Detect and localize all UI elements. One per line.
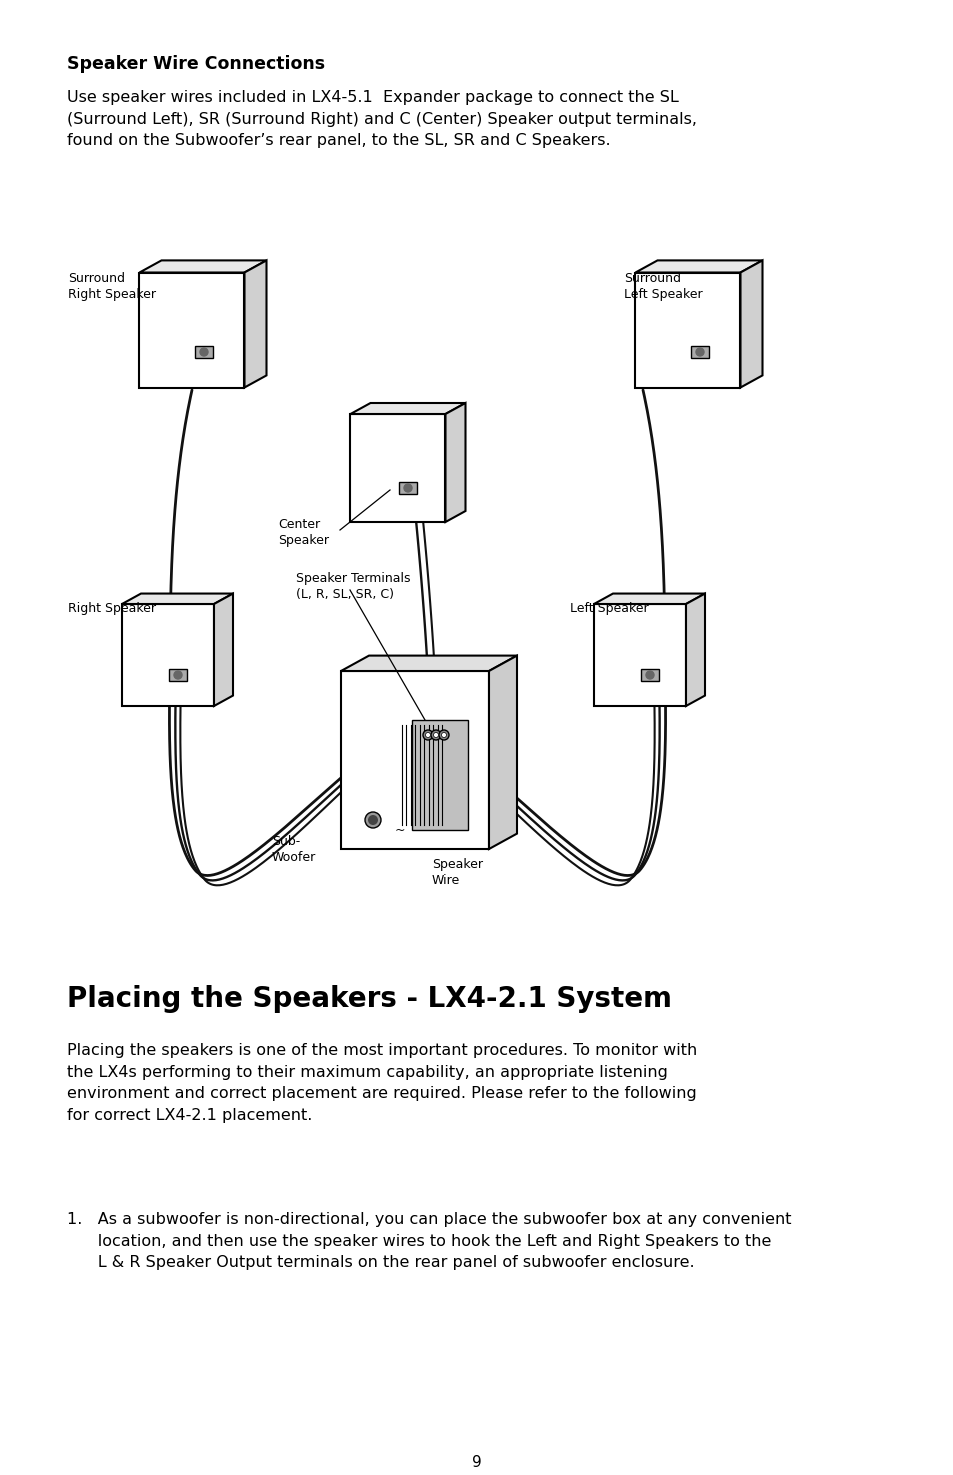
- Text: Surround
Right Speaker: Surround Right Speaker: [68, 271, 156, 301]
- Polygon shape: [194, 347, 213, 358]
- Polygon shape: [445, 403, 465, 522]
- Circle shape: [200, 348, 208, 355]
- Polygon shape: [244, 261, 266, 388]
- Circle shape: [441, 733, 446, 738]
- Polygon shape: [139, 273, 244, 388]
- Circle shape: [438, 730, 449, 740]
- Polygon shape: [213, 593, 233, 707]
- Text: Placing the Speakers - LX4-2.1 System: Placing the Speakers - LX4-2.1 System: [67, 985, 671, 1013]
- Circle shape: [431, 730, 440, 740]
- Polygon shape: [350, 403, 465, 414]
- Circle shape: [425, 733, 430, 738]
- Polygon shape: [594, 603, 685, 707]
- Polygon shape: [740, 261, 761, 388]
- Circle shape: [173, 671, 182, 678]
- Text: Speaker Terminals
(L, R, SL, SR, C): Speaker Terminals (L, R, SL, SR, C): [295, 572, 410, 600]
- Polygon shape: [398, 482, 416, 494]
- Polygon shape: [122, 603, 213, 707]
- Circle shape: [403, 484, 412, 493]
- Circle shape: [433, 733, 438, 738]
- Polygon shape: [640, 670, 659, 681]
- Polygon shape: [635, 261, 761, 273]
- Text: 9: 9: [472, 1454, 481, 1471]
- Text: Speaker Wire Connections: Speaker Wire Connections: [67, 55, 325, 72]
- Text: Surround
Left Speaker: Surround Left Speaker: [623, 271, 702, 301]
- Polygon shape: [412, 720, 468, 830]
- Polygon shape: [340, 655, 517, 671]
- Polygon shape: [685, 593, 704, 707]
- Circle shape: [368, 816, 377, 825]
- Polygon shape: [350, 414, 445, 522]
- Text: Left Speaker: Left Speaker: [569, 602, 648, 615]
- Polygon shape: [635, 273, 740, 388]
- Polygon shape: [169, 670, 187, 681]
- Polygon shape: [690, 347, 708, 358]
- Circle shape: [696, 348, 703, 355]
- Circle shape: [645, 671, 654, 678]
- Text: Sub-
Woofer: Sub- Woofer: [272, 835, 315, 864]
- Text: Right Speaker: Right Speaker: [68, 602, 156, 615]
- Polygon shape: [340, 671, 489, 850]
- Text: Use speaker wires included in LX4-5.1  Expander package to connect the SL
(Surro: Use speaker wires included in LX4-5.1 Ex…: [67, 90, 697, 148]
- Text: Placing the speakers is one of the most important procedures. To monitor with
th: Placing the speakers is one of the most …: [67, 1043, 697, 1122]
- Polygon shape: [122, 593, 233, 603]
- Circle shape: [422, 730, 433, 740]
- Text: Center
Speaker: Center Speaker: [277, 518, 329, 547]
- Polygon shape: [139, 261, 266, 273]
- Text: Speaker
Wire: Speaker Wire: [432, 858, 482, 886]
- Text: ~: ~: [395, 823, 405, 836]
- Circle shape: [365, 813, 380, 827]
- Polygon shape: [489, 655, 517, 850]
- Text: 1.   As a subwoofer is non-directional, you can place the subwoofer box at any c: 1. As a subwoofer is non-directional, yo…: [67, 1212, 791, 1270]
- Polygon shape: [594, 593, 704, 603]
